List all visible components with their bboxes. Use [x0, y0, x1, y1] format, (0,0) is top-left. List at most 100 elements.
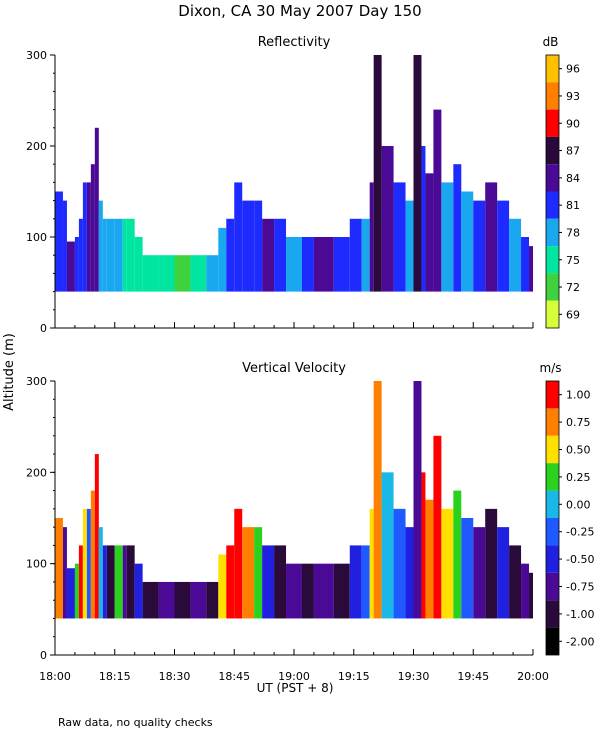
- colorbar-segment: [546, 218, 559, 247]
- colorbar-segment: [546, 164, 559, 192]
- colorbar-segment: [546, 627, 559, 655]
- colorbar-segment: [546, 246, 559, 274]
- colorbar-frame: [545, 54, 560, 329]
- data-column: [521, 563, 530, 619]
- data-column: [106, 545, 115, 619]
- y-tick-label: 0: [40, 649, 47, 662]
- data-column: [373, 381, 382, 619]
- data-column: [62, 200, 67, 292]
- data-column: [78, 545, 83, 619]
- data-column: [453, 490, 462, 619]
- footnote: Raw data, no quality checks: [58, 716, 213, 729]
- data-column: [425, 173, 434, 292]
- x-tick-label: 19:30: [398, 670, 430, 683]
- data-column: [242, 527, 255, 619]
- colorbar-segment: [546, 518, 559, 546]
- y-tick-label: 300: [26, 375, 47, 388]
- data-column: [102, 218, 107, 292]
- colorbar-segment: [546, 109, 559, 137]
- colorbar-segment: [546, 136, 559, 165]
- data-column: [313, 563, 334, 619]
- colorbar-segment: [546, 300, 559, 328]
- data-column: [114, 545, 123, 619]
- colorbar-tick-label: 0.50: [566, 444, 591, 457]
- data-column: [421, 146, 426, 292]
- data-column: [190, 581, 207, 619]
- data-column: [106, 218, 115, 292]
- colorbar-tick-label: 0.25: [566, 471, 591, 484]
- data-column: [441, 182, 454, 292]
- data-column: [55, 191, 63, 292]
- data-column: [529, 246, 533, 292]
- data-column: [433, 109, 442, 292]
- data-column: [218, 227, 227, 292]
- data-column: [333, 563, 350, 619]
- data-column: [122, 218, 127, 292]
- colorbar-tick-label: -0.75: [566, 581, 594, 594]
- y-tick-label: 100: [26, 558, 47, 571]
- data-column: [485, 182, 498, 292]
- x-axis-label: UT (PST + 8): [257, 681, 334, 695]
- data-column: [126, 545, 135, 619]
- panel-title: Reflectivity: [258, 35, 331, 50]
- data-column: [234, 508, 243, 619]
- data-column: [82, 508, 87, 619]
- data-column: [90, 164, 95, 292]
- data-column: [234, 182, 243, 292]
- data-column: [274, 545, 287, 619]
- data-column: [94, 454, 99, 619]
- data-column: [393, 182, 406, 292]
- data-column: [349, 545, 362, 619]
- x-tick-label: 18:45: [218, 670, 250, 683]
- data-column: [497, 527, 510, 619]
- data-column: [262, 218, 275, 292]
- colorbar-tick-label: 96: [566, 63, 580, 76]
- data-column: [509, 218, 522, 292]
- data-column: [94, 127, 99, 292]
- colorbar-segment: [546, 82, 559, 110]
- data-column: [206, 581, 219, 619]
- data-column: [90, 490, 95, 619]
- colorbar-tick-label: -0.50: [566, 553, 594, 566]
- colorbar-tick-label: -2.00: [566, 635, 594, 648]
- data-column: [301, 563, 314, 619]
- y-tick-label: 0: [40, 322, 47, 335]
- data-column: [134, 237, 143, 292]
- data-column: [529, 572, 533, 619]
- data-column: [174, 581, 191, 619]
- data-column: [421, 472, 426, 619]
- data-column: [254, 527, 263, 619]
- data-column: [142, 581, 159, 619]
- y-tick-label: 200: [26, 140, 47, 153]
- data-column: [86, 182, 91, 292]
- colorbar-tick-label: 0.00: [566, 498, 591, 511]
- data-column: [381, 472, 394, 619]
- y-tick-label: 300: [26, 49, 47, 62]
- y-tick-label: 200: [26, 466, 47, 479]
- data-column: [425, 499, 434, 619]
- colorbar-segment: [546, 600, 559, 628]
- data-column: [433, 435, 442, 619]
- data-column: [74, 563, 79, 619]
- reflectivity-panel: Reflectivity 0 100 200 300 96 93 90 87 84 81 78 75 72…: [26, 35, 580, 335]
- colorbar-tick-label: 81: [566, 199, 580, 212]
- data-column: [405, 200, 414, 292]
- data-column: [142, 255, 159, 292]
- data-column: [286, 563, 302, 619]
- data-column: [190, 255, 207, 292]
- colorbar-segment: [546, 191, 559, 219]
- colorbar-segment: [546, 381, 559, 409]
- data-column: [122, 545, 127, 619]
- vertical-velocity-panel: Vertical Velocity 0 100 200 300 18:00 18:15 18:…: [26, 361, 594, 683]
- x-tick-label: 19:00: [278, 670, 310, 683]
- colorbar-tick-label: 72: [566, 281, 580, 294]
- data-column: [262, 545, 275, 619]
- data-column: [373, 55, 382, 292]
- data-column: [301, 237, 314, 292]
- colorbar-tick-label: 69: [566, 308, 580, 321]
- colorbar-segment: [546, 55, 559, 83]
- data-column: [509, 545, 522, 619]
- data-column: [126, 218, 135, 292]
- data-column: [485, 508, 498, 619]
- data-column: [226, 218, 235, 292]
